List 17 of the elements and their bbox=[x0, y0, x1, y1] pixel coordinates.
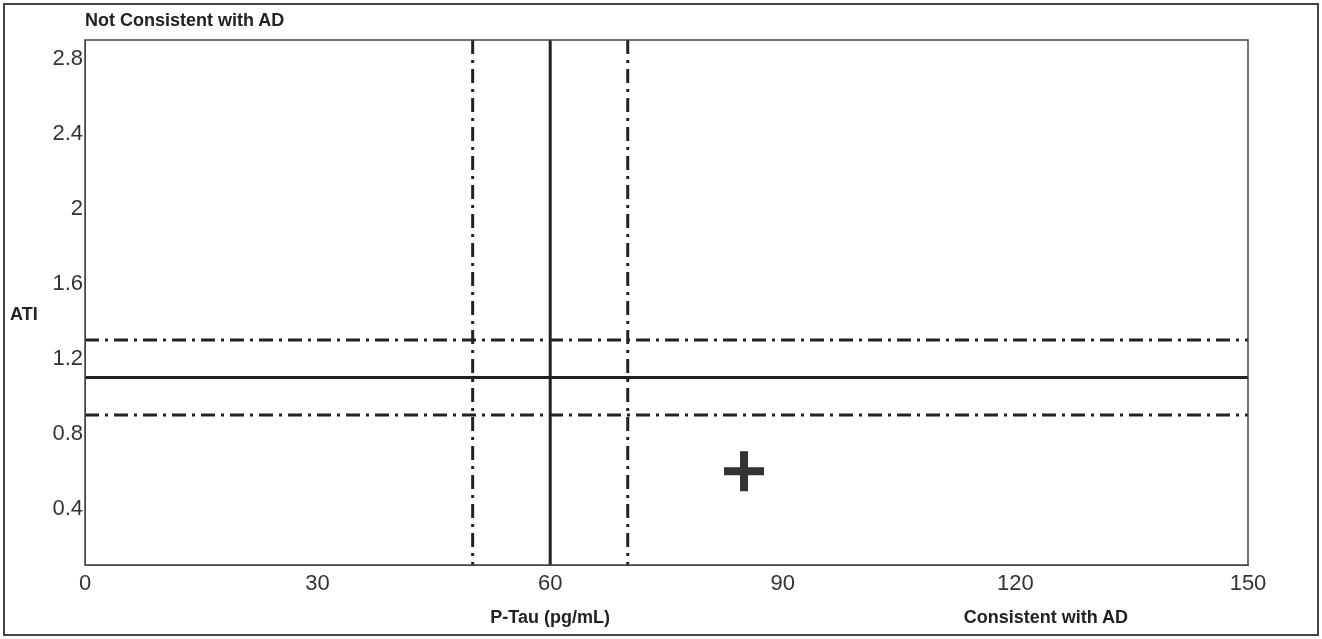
y-tick-label: 2.4 bbox=[52, 119, 83, 145]
y-tick-label: 1.6 bbox=[52, 269, 83, 295]
x-tick-label: 90 bbox=[770, 570, 796, 596]
y-tick-label: 0.8 bbox=[52, 419, 83, 445]
x-tick-label: 150 bbox=[1229, 570, 1267, 596]
text: Consistent with AD bbox=[963, 607, 1128, 628]
x-tick-label: 120 bbox=[997, 570, 1034, 596]
y-tick-label: 2.8 bbox=[52, 44, 83, 70]
y-tick-label: 1.2 bbox=[52, 344, 83, 370]
y-tick-label: 0.4 bbox=[52, 494, 83, 520]
y-axis-title: ATI bbox=[10, 304, 38, 325]
y-tick-label: 2 bbox=[70, 194, 83, 220]
x-tick-label: 30 bbox=[305, 570, 330, 596]
text: Not Consistent with AD bbox=[85, 10, 285, 31]
x-axis-title: P-Tau (pg/mL) bbox=[489, 607, 611, 628]
x-tick-label: 60 bbox=[537, 570, 563, 596]
x-tick-label: 0 bbox=[78, 570, 92, 596]
